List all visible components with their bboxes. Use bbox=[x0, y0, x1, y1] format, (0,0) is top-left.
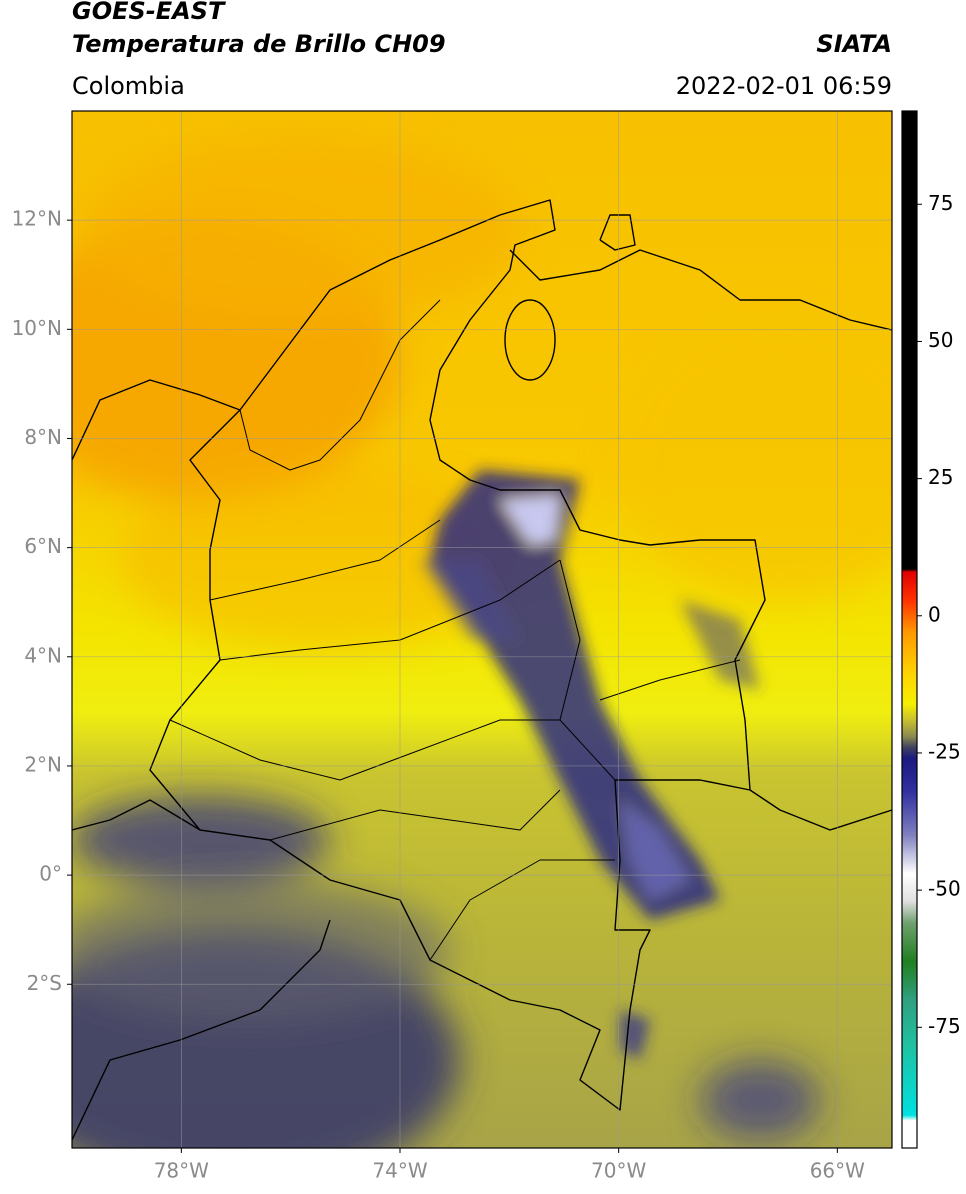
lon-tick-label: 78°W bbox=[154, 1159, 209, 1183]
lat-tick-label: 4°N bbox=[24, 643, 62, 667]
lon-tick-label: 66°W bbox=[810, 1159, 865, 1183]
region: Colombia bbox=[72, 72, 185, 100]
lat-tick-label: 10°N bbox=[12, 316, 62, 340]
colorbar-tick-label: 75 bbox=[928, 191, 953, 215]
colorbar-tick-label: 0 bbox=[928, 602, 941, 626]
agency: SIATA bbox=[816, 30, 892, 58]
title: GOES-EAST bbox=[72, 0, 226, 25]
datetime: 2022-02-01 06:59 bbox=[676, 72, 892, 100]
satellite-image bbox=[72, 111, 892, 1148]
lat-tick-label: 12°N bbox=[12, 207, 62, 231]
lat-tick-label: 0° bbox=[39, 862, 62, 886]
graticule: 78°W 74°W 70°W 66°W 12°N 10°N 8°N 6°N 4°N 2°N 0° 2°… bbox=[12, 111, 892, 1183]
colorbar-tick-label: 50 bbox=[928, 328, 953, 352]
colorbar-ticks: 75 50 25 0 -25 -50 -75 bbox=[917, 191, 961, 1038]
map-frame bbox=[71, 110, 893, 1149]
colorbar-tick-label: 25 bbox=[928, 465, 953, 489]
colorbar-tick-label: -75 bbox=[928, 1014, 961, 1038]
lon-tick-label: 70°W bbox=[591, 1159, 646, 1183]
lat-tick-label: 6°N bbox=[24, 534, 62, 558]
lat-tick-label: 8°N bbox=[24, 425, 62, 449]
colorbar-tick-label: -25 bbox=[928, 739, 961, 763]
colorbar-frame bbox=[901, 110, 918, 1149]
lon-tick-label: 74°W bbox=[372, 1159, 427, 1183]
lat-tick-label: 2°S bbox=[27, 971, 62, 995]
colorbar-tick-label: -50 bbox=[928, 877, 961, 901]
colorbar bbox=[902, 111, 917, 1148]
lat-tick-label: 2°N bbox=[24, 752, 62, 776]
subtitle: Temperatura de Brillo CH09 bbox=[72, 30, 446, 58]
